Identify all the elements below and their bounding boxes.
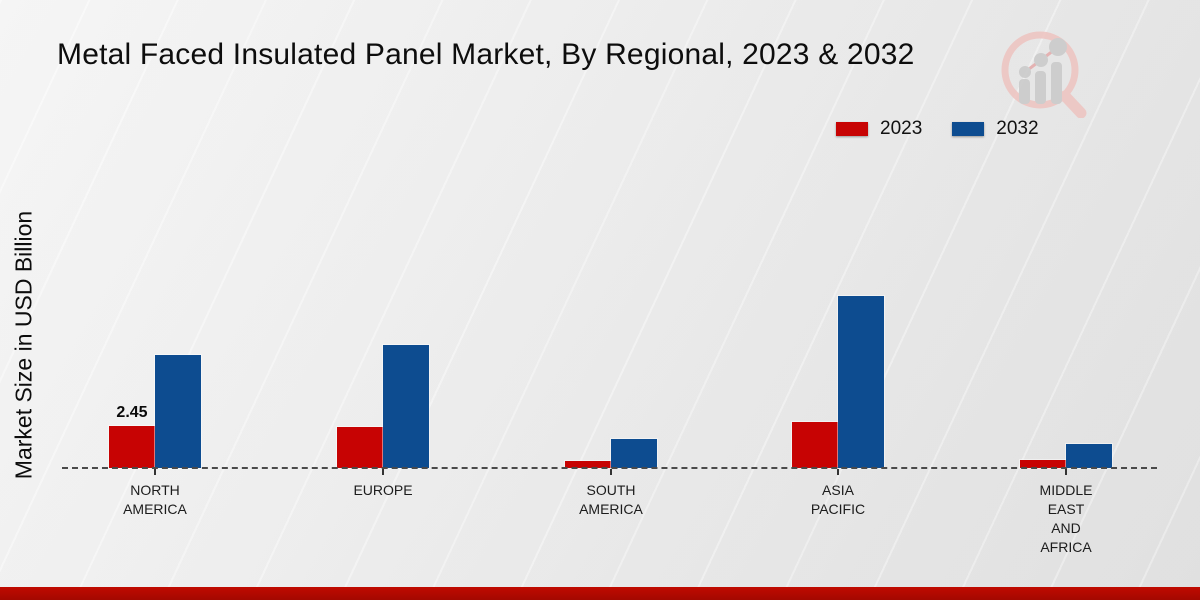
legend-swatch <box>836 122 868 136</box>
brand-logo-icon <box>1001 31 1087 118</box>
bar-2032-asia-pacific <box>838 296 884 468</box>
x-axis-category-label: MIDDLE EAST AND AFRICA <box>1039 482 1093 555</box>
bar-2023-europe <box>337 427 383 468</box>
x-axis-category-label: SOUTH AMERICA <box>579 482 643 517</box>
x-axis-baseline <box>62 467 1157 469</box>
legend: 2023 2032 <box>836 118 1039 140</box>
bar-2023-asia-pacific <box>792 422 838 468</box>
x-axis-tick <box>610 469 612 475</box>
page-title: Metal Faced Insulated Panel Market, By R… <box>57 38 915 71</box>
legend-item-2023: 2023 <box>836 118 922 140</box>
footer-accent-bar <box>0 587 1200 600</box>
bar-2023-middle-east-and-africa <box>1020 460 1066 468</box>
bar-2032-north-america <box>155 355 201 468</box>
x-axis-tick <box>154 469 156 475</box>
bar-2032-europe <box>383 345 429 468</box>
legend-label: 2032 <box>996 118 1039 139</box>
bar-2032-south-america <box>611 439 657 468</box>
x-axis-category-label: ASIA PACIFIC <box>810 482 866 517</box>
bar-2023-north-america <box>109 426 155 468</box>
x-axis-tick <box>1065 469 1067 475</box>
x-axis-tick <box>382 469 384 475</box>
x-axis-category-label: EUROPE <box>353 482 413 498</box>
legend-swatch <box>952 122 985 136</box>
legend-label: 2023 <box>880 118 923 139</box>
bar-2023-south-america <box>565 461 611 468</box>
bar-2032-middle-east-and-africa <box>1066 444 1112 468</box>
legend-item-2032: 2032 <box>952 118 1039 140</box>
data-label: 2.45 <box>116 404 148 421</box>
x-axis-tick <box>837 469 839 475</box>
x-axis-category-label: NORTH AMERICA <box>123 482 187 517</box>
